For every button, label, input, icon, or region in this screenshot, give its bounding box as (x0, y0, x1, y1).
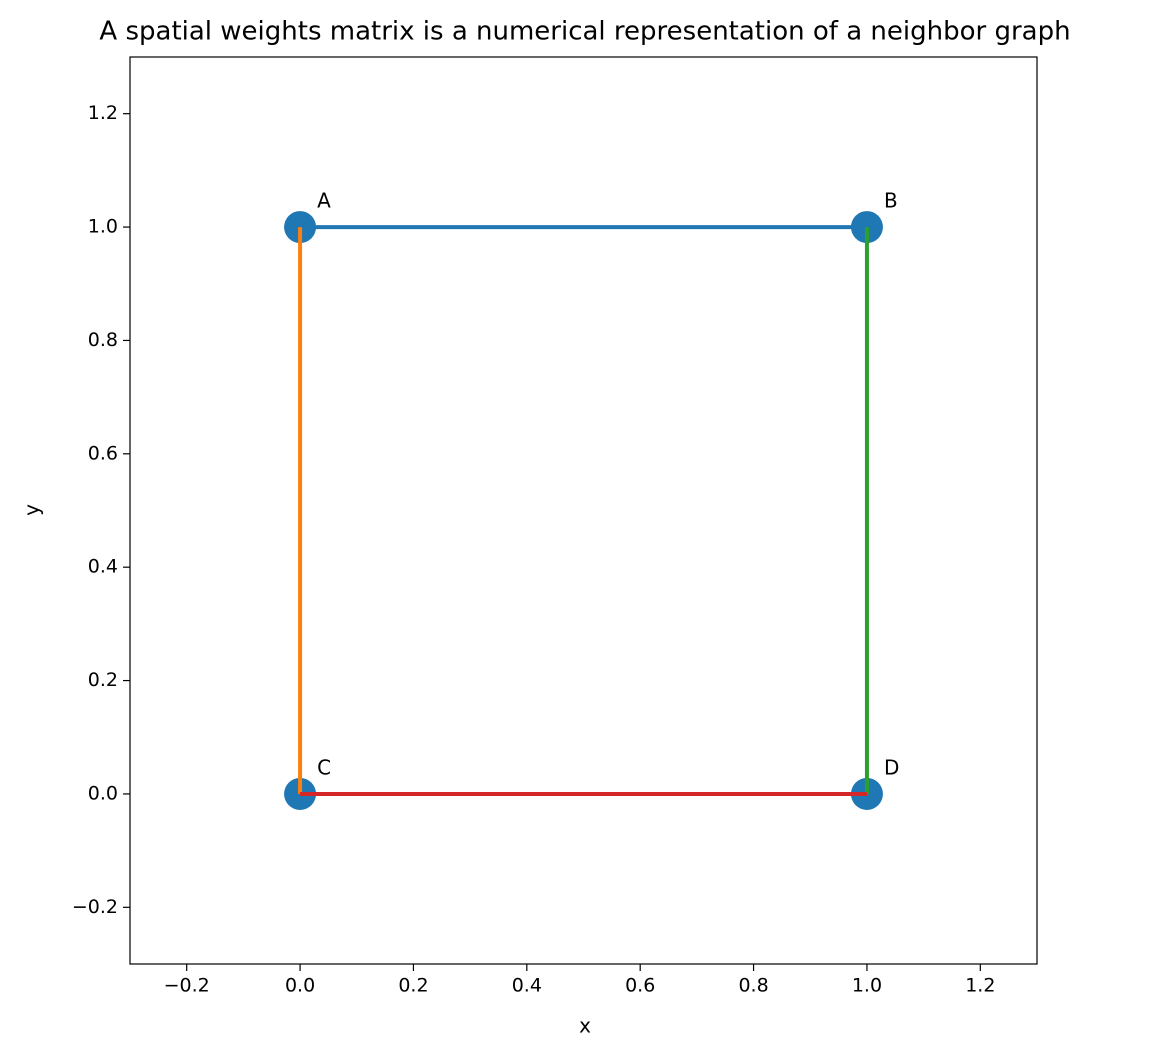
node-label: A (317, 189, 331, 213)
x-tick-label: 1.2 (965, 975, 995, 997)
y-tick-label: 0.2 (88, 669, 118, 691)
y-axis-label: y (20, 504, 44, 516)
y-tick-label: 1.0 (88, 216, 118, 238)
node-label: C (317, 755, 331, 779)
x-tick-label: −0.2 (164, 975, 210, 997)
plot-frame (129, 56, 1038, 965)
y-tick-label: −0.2 (72, 896, 118, 918)
x-axis-label: x (579, 1014, 591, 1038)
x-tick-label: 0.8 (738, 975, 768, 997)
x-tick-label: 0.4 (512, 975, 542, 997)
y-tick-label: 0.0 (88, 782, 118, 804)
chart-title: A spatial weights matrix is a numerical … (99, 17, 1070, 47)
y-tick-label: 1.2 (88, 102, 118, 124)
y-tick-label: 0.6 (88, 442, 118, 464)
y-tick-label: 0.8 (88, 329, 118, 351)
x-tick-label: 0.0 (285, 975, 315, 997)
x-tick-label: 1.0 (852, 975, 882, 997)
node-label: B (884, 189, 898, 213)
x-tick-label: 0.2 (398, 975, 428, 997)
node-label: D (884, 755, 899, 779)
y-tick-label: 0.4 (88, 556, 118, 578)
x-tick-label: 0.6 (625, 975, 655, 997)
